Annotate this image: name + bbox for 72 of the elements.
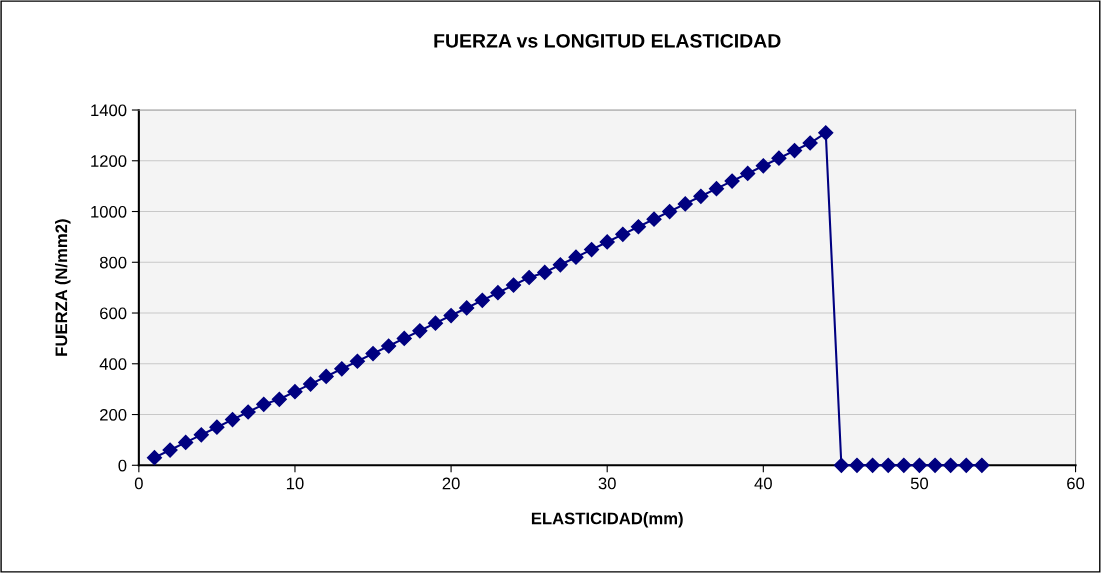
x-tick-label: 20 xyxy=(442,477,460,490)
point xyxy=(677,196,693,212)
point xyxy=(771,150,787,166)
y-tick-label: 1200 xyxy=(91,155,127,167)
point xyxy=(755,158,771,174)
point xyxy=(880,457,896,473)
point xyxy=(427,315,444,331)
point xyxy=(256,396,272,412)
point xyxy=(209,419,225,435)
y-tick-label: 800 xyxy=(99,256,127,269)
point xyxy=(974,457,990,473)
point xyxy=(193,427,209,443)
point xyxy=(240,404,256,420)
point xyxy=(865,457,881,473)
x-tick-label: 30 xyxy=(598,477,616,490)
point xyxy=(584,242,600,258)
point xyxy=(334,361,350,377)
point xyxy=(146,450,163,466)
point xyxy=(833,457,849,473)
y-tick-label: 1400 xyxy=(91,104,127,117)
point xyxy=(958,457,974,473)
y-tick-label: 1000 xyxy=(91,205,127,218)
point xyxy=(615,226,631,242)
y-tick-label: 200 xyxy=(100,408,127,421)
point xyxy=(396,330,412,346)
y-tick-label: 0 xyxy=(118,459,127,472)
x-tick-label: 50 xyxy=(910,477,929,490)
point xyxy=(943,457,959,473)
point xyxy=(474,292,490,308)
point xyxy=(552,257,568,273)
y-tick-label: 400 xyxy=(99,358,127,370)
point xyxy=(365,346,381,362)
point xyxy=(911,457,928,473)
point xyxy=(412,323,428,339)
point xyxy=(224,412,241,428)
point xyxy=(162,442,178,458)
x-tick-label: 0 xyxy=(134,477,143,490)
point xyxy=(521,269,537,286)
y-tick-label: 600 xyxy=(100,307,127,320)
x-tick-label: 60 xyxy=(1067,477,1085,490)
point xyxy=(646,211,662,227)
x-tick-label: 40 xyxy=(754,477,772,490)
point xyxy=(708,181,725,197)
point xyxy=(349,353,365,369)
point xyxy=(630,219,646,235)
point xyxy=(662,203,678,220)
point xyxy=(740,165,756,182)
point xyxy=(381,338,397,354)
point xyxy=(849,457,865,473)
chart-title: FUERZA vs LONGITUD ELASTICIDAD xyxy=(434,33,781,48)
point xyxy=(537,264,553,280)
y-axis-title: FUERZA (N/mm2) xyxy=(54,219,71,356)
point xyxy=(271,391,287,407)
point xyxy=(318,368,334,385)
point xyxy=(459,300,475,316)
point xyxy=(303,376,319,392)
point xyxy=(693,188,709,204)
point xyxy=(505,277,522,293)
x-tick-label: 10 xyxy=(286,477,304,490)
point xyxy=(490,285,506,301)
point xyxy=(724,173,740,189)
point xyxy=(443,307,459,324)
point xyxy=(927,457,943,473)
point xyxy=(802,135,818,151)
point xyxy=(599,234,615,250)
x-axis-title: ELASTICIDAD(mm) xyxy=(531,512,683,528)
point xyxy=(568,249,584,265)
point xyxy=(818,125,834,141)
point xyxy=(896,457,912,473)
point xyxy=(287,384,303,400)
point xyxy=(786,143,803,159)
point xyxy=(178,434,194,451)
